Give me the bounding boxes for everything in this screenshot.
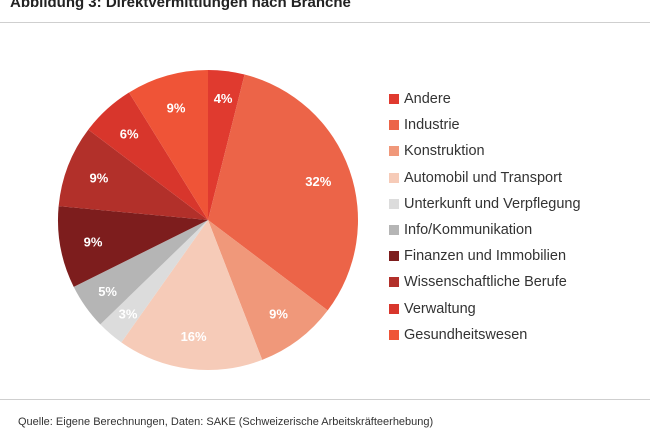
- pie-slice-label-7: 9%: [90, 171, 109, 186]
- legend-label-5: Info/Kommunikation: [404, 222, 533, 239]
- legend-swatch-7: [389, 277, 399, 288]
- pie-slice-1: [208, 74, 359, 311]
- chart-frame: [0, 22, 650, 400]
- source-note: Quelle: Eigene Berechnungen, Daten: SAKE…: [18, 416, 434, 428]
- pie-slice-label-5: 5%: [98, 284, 117, 299]
- pie-slice-label-4: 3%: [119, 306, 138, 321]
- legend-item-0: Andere: [389, 86, 581, 112]
- chart-title: Abbildung 3: Direktvermittlungen nach Br…: [10, 0, 351, 11]
- legend-label-4: Unterkunft und Verpflegung: [404, 195, 581, 212]
- legend-label-2: Konstruktion: [404, 143, 485, 160]
- legend-label-3: Automobil und Transport: [404, 169, 562, 186]
- legend-swatch-2: [389, 146, 399, 157]
- legend-label-9: Gesundheitswesen: [404, 326, 528, 343]
- pie-slice-9: [129, 70, 208, 220]
- pie-slice-label-9: 9%: [167, 101, 186, 116]
- legend-swatch-9: [389, 329, 399, 340]
- pie-slice-label-6: 9%: [84, 235, 103, 250]
- pie-slice-label-8: 6%: [120, 127, 139, 142]
- legend-label-0: Andere: [404, 91, 451, 108]
- legend-item-2: Konstruktion: [389, 138, 581, 164]
- legend-swatch-8: [389, 303, 399, 314]
- legend-swatch-0: [389, 94, 399, 105]
- pie-slice-2: [208, 220, 328, 360]
- chart-legend: Andere Industrie Konstruktion Automobil und…: [389, 86, 581, 348]
- pie-slice-label-0: 4%: [214, 91, 233, 106]
- pie-slice-5: [73, 220, 208, 325]
- pie-slice-label-1: 32%: [305, 174, 331, 189]
- legend-item-1: Industrie: [389, 112, 581, 138]
- legend-swatch-6: [389, 251, 399, 262]
- legend-swatch-3: [389, 172, 399, 183]
- pie-slice-7: [58, 129, 208, 220]
- legend-label-7: Wissenschaftliche Berufe: [404, 274, 567, 291]
- pie-slice-0: [208, 70, 245, 220]
- pie-slice-4: [100, 220, 208, 343]
- legend-label-8: Verwaltung: [404, 300, 476, 317]
- legend-swatch-4: [389, 198, 399, 209]
- legend-item-7: Wissenschaftliche Berufe: [389, 269, 581, 295]
- pie-slice-label-3: 16%: [181, 329, 207, 344]
- legend-swatch-5: [389, 225, 399, 236]
- pie-slice-label-2: 9%: [269, 306, 288, 321]
- legend-label-6: Finanzen und Immobilien: [404, 248, 567, 265]
- legend-item-6: Finanzen und Immobilien: [389, 243, 581, 269]
- legend-label-1: Industrie: [404, 117, 460, 134]
- legend-item-9: Gesundheitswesen: [389, 322, 581, 348]
- legend-item-4: Unterkunft und Verpflegung: [389, 191, 581, 217]
- legend-item-8: Verwaltung: [389, 296, 581, 322]
- pie-slice-8: [88, 92, 208, 220]
- legend-item-5: Info/Kommunikation: [389, 217, 581, 243]
- pie-slice-3: [121, 220, 263, 371]
- legend-item-3: Automobil und Transport: [389, 165, 581, 191]
- pie-slice-6: [58, 206, 209, 287]
- legend-swatch-1: [389, 120, 399, 131]
